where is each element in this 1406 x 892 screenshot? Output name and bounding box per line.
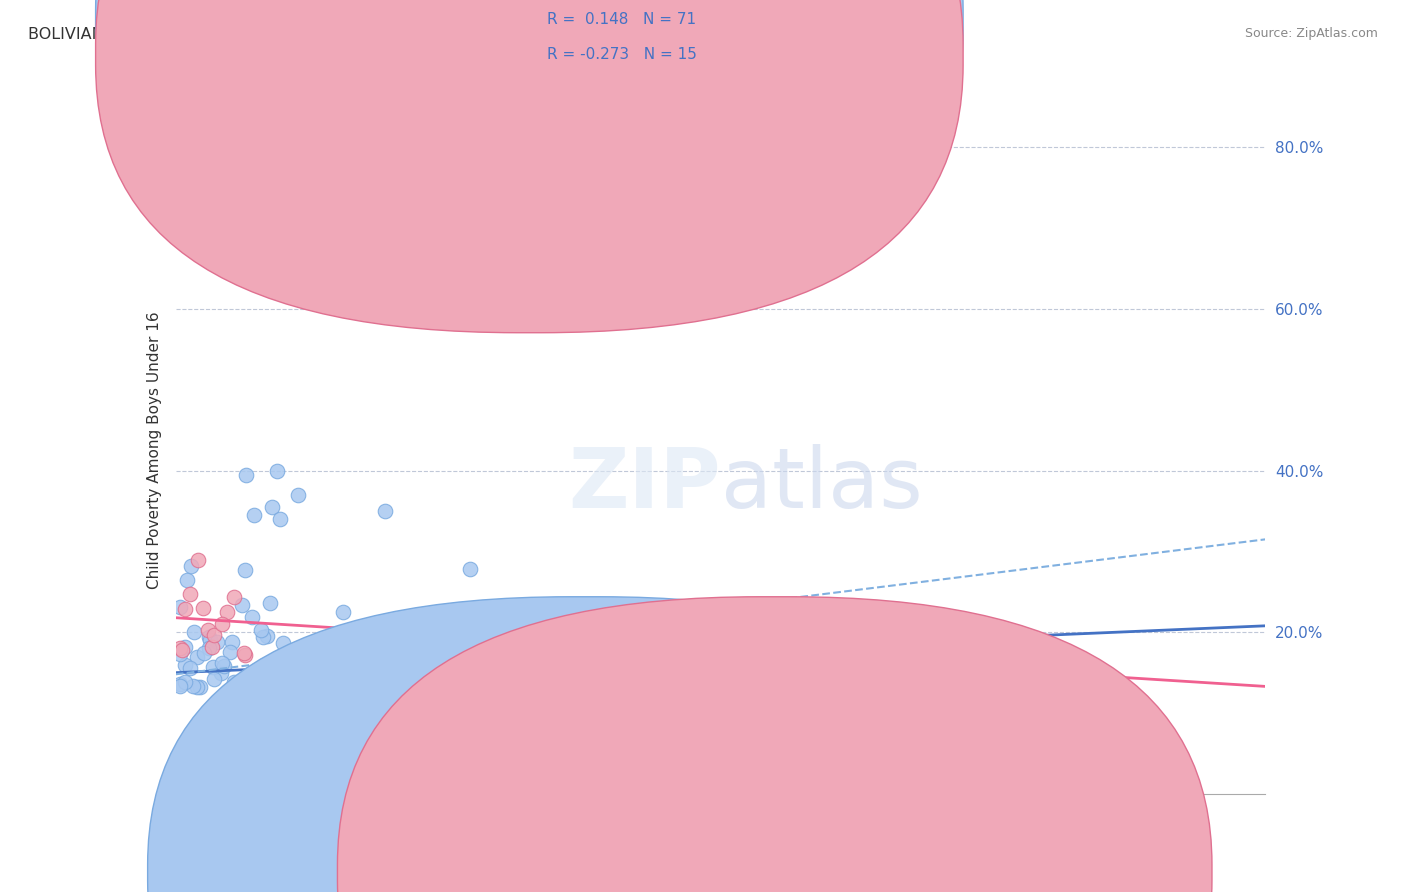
Point bbox=[352, 657, 374, 672]
Text: Immigrants from Uruguay: Immigrants from Uruguay bbox=[796, 865, 994, 880]
Point bbox=[276, 679, 298, 693]
Point bbox=[299, 662, 322, 676]
Point bbox=[231, 598, 253, 612]
Point bbox=[388, 673, 411, 687]
Text: R = -0.273   N = 15: R = -0.273 N = 15 bbox=[547, 47, 697, 62]
Point bbox=[271, 636, 294, 650]
Point bbox=[269, 512, 291, 526]
Point bbox=[174, 602, 197, 616]
Point bbox=[188, 680, 211, 694]
Point bbox=[329, 671, 352, 685]
Point bbox=[173, 657, 195, 672]
Point bbox=[404, 665, 426, 679]
Point bbox=[325, 651, 347, 665]
Point bbox=[240, 610, 263, 624]
Point bbox=[256, 629, 278, 643]
Point bbox=[198, 641, 221, 656]
Point bbox=[207, 635, 229, 649]
Text: atlas: atlas bbox=[721, 444, 922, 525]
Point bbox=[219, 645, 242, 659]
Point bbox=[394, 648, 416, 663]
Point bbox=[169, 640, 191, 655]
Point bbox=[224, 675, 246, 690]
Point bbox=[187, 553, 209, 567]
Point bbox=[202, 672, 225, 686]
Text: Source: ZipAtlas.com: Source: ZipAtlas.com bbox=[1244, 27, 1378, 40]
Point bbox=[239, 681, 262, 695]
Point bbox=[333, 678, 356, 692]
Point bbox=[259, 596, 281, 610]
Point bbox=[169, 647, 191, 661]
Point bbox=[209, 666, 232, 681]
Point bbox=[301, 660, 323, 674]
Point bbox=[198, 630, 221, 644]
Point bbox=[180, 559, 202, 574]
Point bbox=[172, 643, 194, 657]
Y-axis label: Child Poverty Among Boys Under 16: Child Poverty Among Boys Under 16 bbox=[146, 311, 162, 590]
Point bbox=[984, 678, 1007, 692]
Point bbox=[260, 500, 283, 514]
Text: 0.0%: 0.0% bbox=[176, 835, 215, 850]
Point bbox=[222, 591, 245, 605]
Point bbox=[169, 677, 191, 691]
Point bbox=[198, 633, 221, 648]
Point bbox=[183, 624, 205, 639]
Point bbox=[173, 640, 195, 655]
Point bbox=[211, 617, 233, 632]
Point bbox=[204, 627, 226, 641]
Point bbox=[434, 285, 457, 300]
Point bbox=[441, 668, 464, 682]
Point bbox=[197, 623, 219, 637]
Text: Bolivians: Bolivians bbox=[606, 865, 675, 880]
Point bbox=[266, 464, 288, 478]
Point bbox=[287, 641, 309, 656]
Point bbox=[250, 624, 273, 638]
Text: BOLIVIAN VS IMMIGRANTS FROM URUGUAY CHILD POVERTY AMONG BOYS UNDER 16 CORRELATIO: BOLIVIAN VS IMMIGRANTS FROM URUGUAY CHIL… bbox=[28, 27, 887, 42]
Point bbox=[260, 661, 283, 675]
Point bbox=[252, 630, 274, 644]
Point bbox=[307, 657, 329, 671]
Point bbox=[179, 586, 201, 600]
Point bbox=[297, 659, 319, 673]
Text: R =  0.148   N = 71: R = 0.148 N = 71 bbox=[547, 12, 696, 27]
Point bbox=[221, 634, 243, 648]
Point bbox=[243, 508, 266, 522]
Point bbox=[179, 661, 201, 675]
Point bbox=[201, 660, 224, 674]
Point bbox=[186, 680, 208, 694]
Point bbox=[201, 640, 224, 654]
Point bbox=[191, 601, 214, 615]
Point bbox=[329, 632, 352, 646]
Point bbox=[233, 648, 256, 663]
Point bbox=[233, 563, 256, 577]
Point bbox=[332, 605, 354, 619]
Point bbox=[169, 679, 191, 693]
Point bbox=[211, 656, 233, 670]
Point bbox=[371, 618, 394, 632]
Point bbox=[232, 646, 254, 660]
Point bbox=[193, 646, 215, 660]
Point bbox=[257, 662, 280, 676]
Point bbox=[176, 573, 198, 587]
Point bbox=[174, 675, 197, 690]
Point bbox=[233, 678, 256, 692]
Point bbox=[238, 670, 260, 684]
Point bbox=[322, 643, 344, 657]
Text: ZIP: ZIP bbox=[568, 444, 721, 525]
Point bbox=[217, 605, 239, 619]
Point bbox=[181, 679, 204, 693]
Point bbox=[253, 658, 276, 673]
Point bbox=[285, 662, 308, 676]
Point bbox=[586, 603, 609, 617]
Point bbox=[287, 488, 309, 502]
Point bbox=[458, 562, 481, 576]
Point bbox=[169, 600, 191, 615]
Point bbox=[374, 504, 396, 518]
Point bbox=[235, 468, 257, 483]
Point bbox=[186, 650, 208, 665]
Point bbox=[212, 658, 235, 673]
